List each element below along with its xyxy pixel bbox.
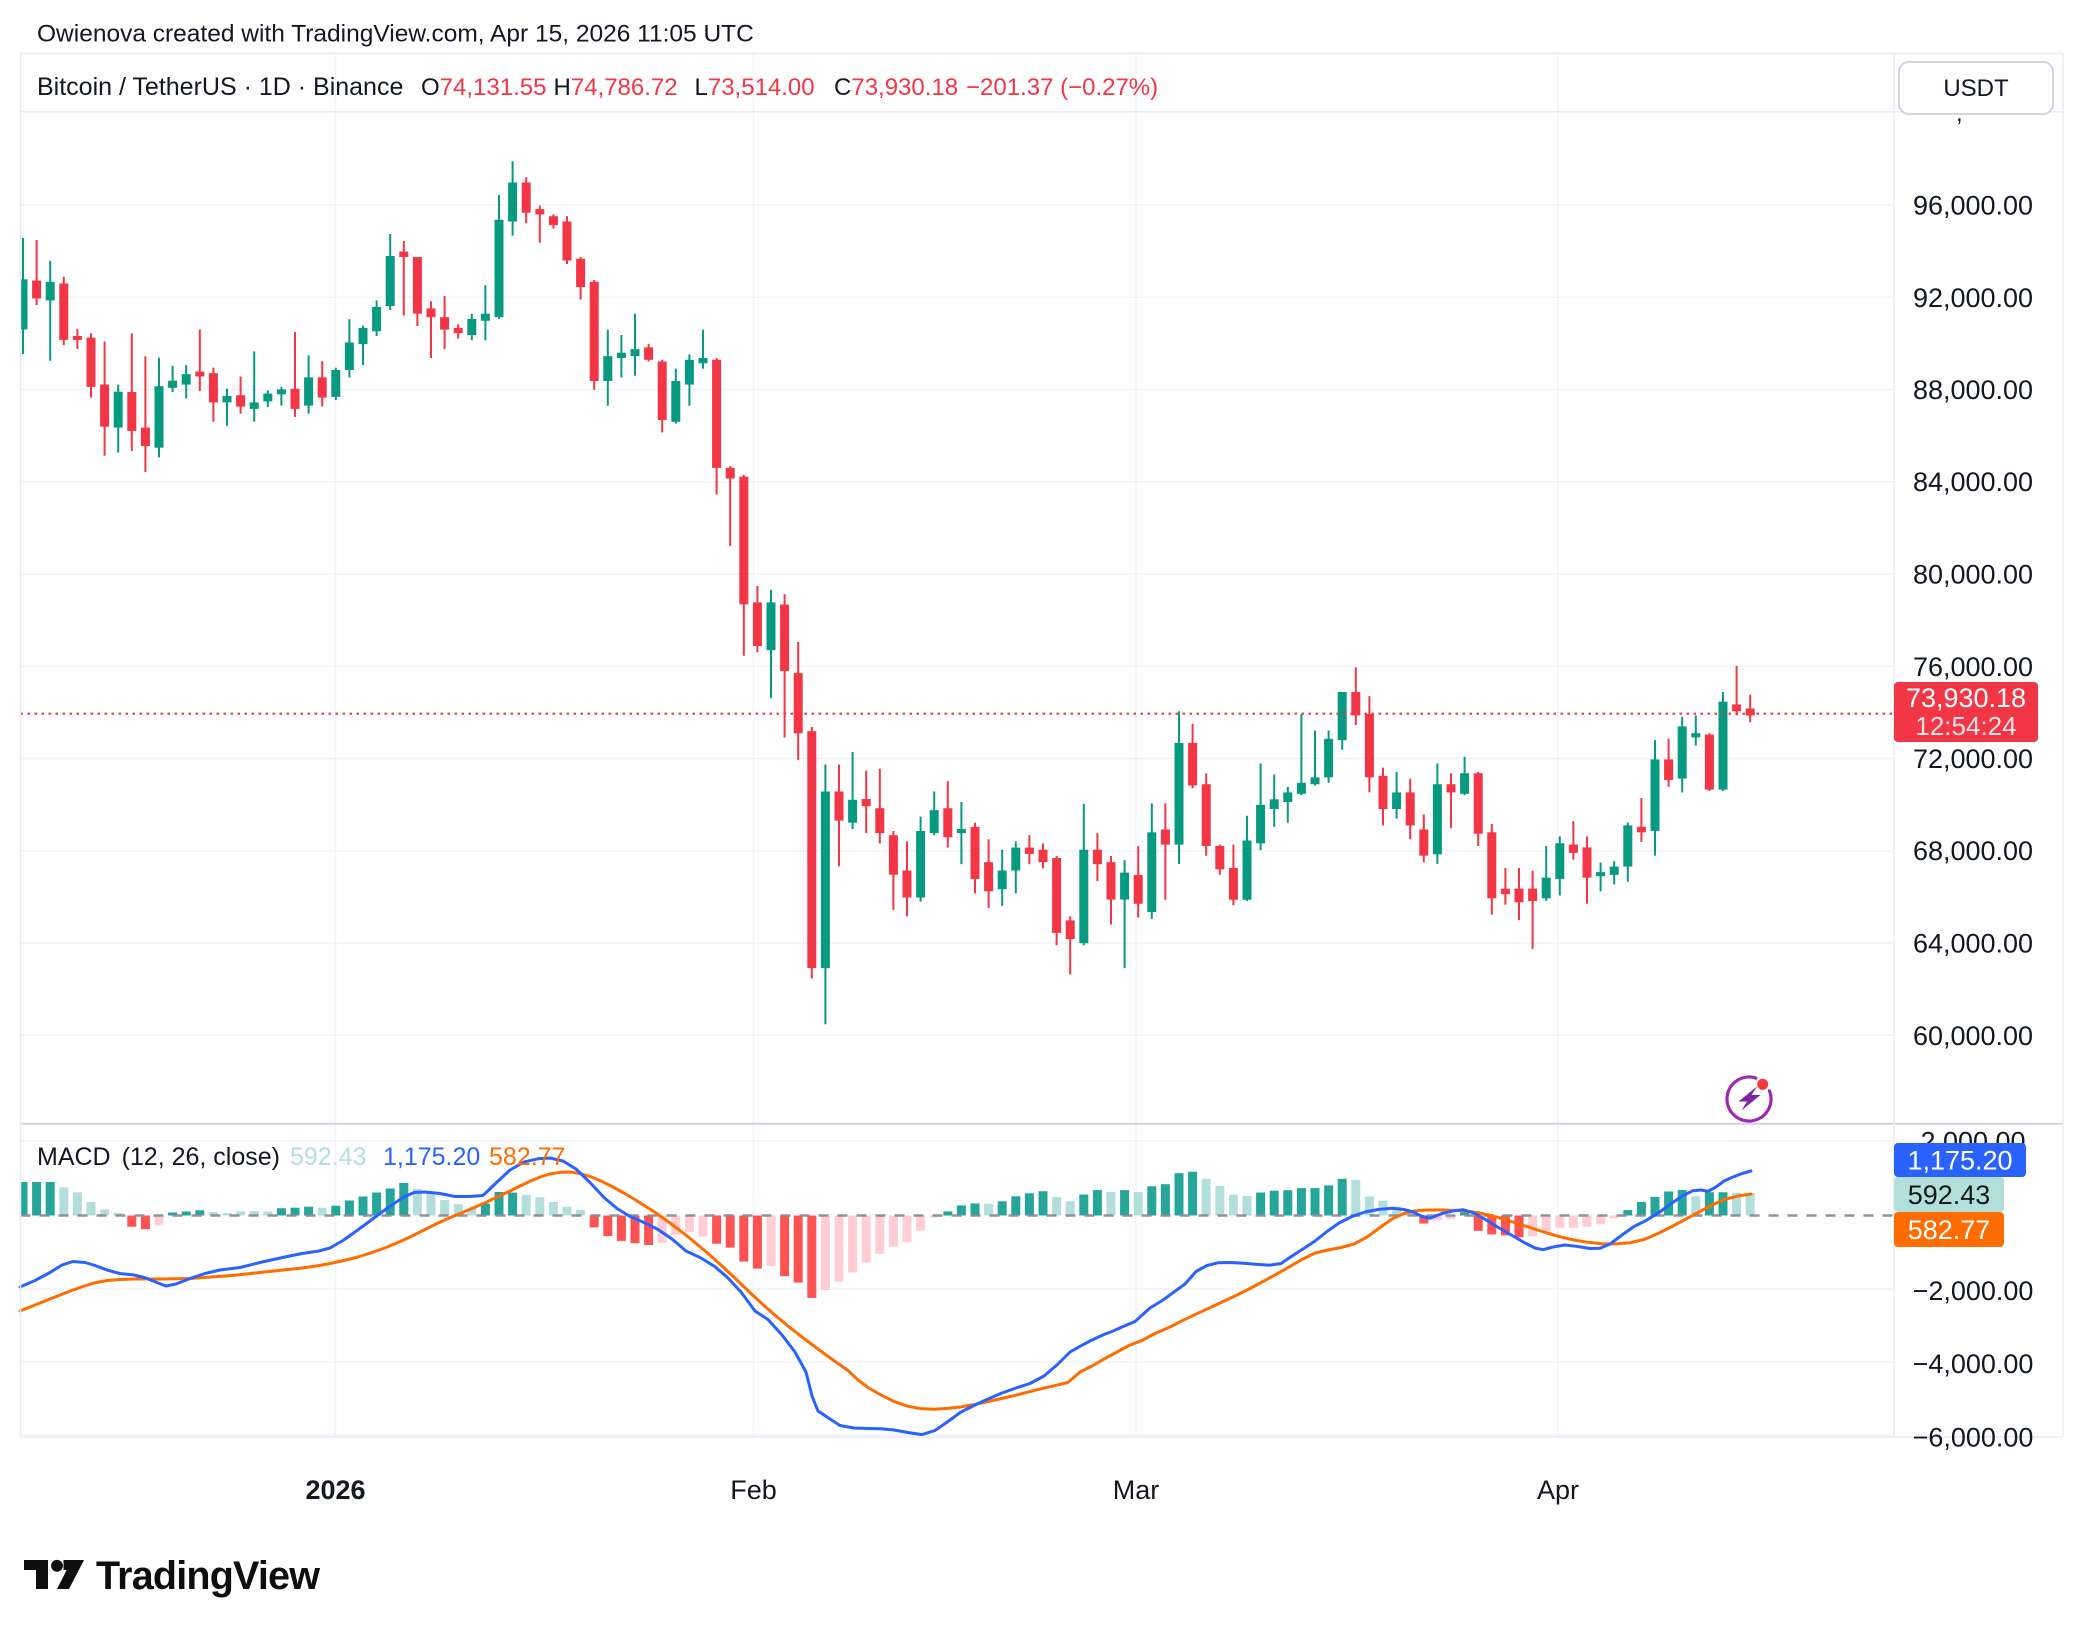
svg-text:88,000.00: 88,000.00 [1913, 375, 2033, 405]
svg-text:Mar: Mar [1113, 1475, 1160, 1505]
svg-text:1,175.20: 1,175.20 [383, 1143, 480, 1171]
svg-text:60,000.00: 60,000.00 [1913, 1021, 2033, 1051]
svg-text:582.77: 582.77 [489, 1143, 565, 1171]
svg-text:92,000.00: 92,000.00 [1913, 283, 2033, 313]
svg-text:68,000.00: 68,000.00 [1913, 836, 2033, 866]
svg-text:−201.37 (−0.27%): −201.37 (−0.27%) [966, 74, 1158, 101]
svg-text:582.77: 582.77 [1908, 1215, 1991, 1245]
svg-text:Owienova created with TradingV: Owienova created with TradingView.com, A… [37, 21, 754, 48]
svg-text:L73,514.00: L73,514.00 [695, 74, 815, 101]
svg-text:Apr: Apr [1537, 1475, 1579, 1505]
svg-text:12:54:24: 12:54:24 [1915, 711, 2016, 741]
svg-text:H74,786.72: H74,786.72 [554, 74, 678, 101]
svg-text:TradingView: TradingView [96, 1554, 320, 1598]
svg-text:96,000.00: 96,000.00 [1913, 191, 2033, 221]
svg-text:USDT: USDT [1943, 75, 2009, 102]
svg-text:−6,000.00: −6,000.00 [1913, 1423, 2034, 1453]
svg-text:592.43: 592.43 [1908, 1180, 1991, 1210]
svg-text:72,000.00: 72,000.00 [1913, 744, 2033, 774]
svg-text:MACD (12, 26, close): MACD (12, 26, close) [37, 1143, 280, 1171]
svg-text:592.43: 592.43 [290, 1143, 366, 1171]
svg-text:−2,000.00: −2,000.00 [1913, 1276, 2034, 1306]
svg-text:−4,000.00: −4,000.00 [1913, 1349, 2034, 1379]
svg-text:84,000.00: 84,000.00 [1913, 467, 2033, 497]
svg-text:O74,131.55: O74,131.55 [421, 74, 546, 101]
svg-text:80,000.00: 80,000.00 [1913, 560, 2033, 590]
svg-text:73,930.18: 73,930.18 [1906, 683, 2026, 713]
svg-text:Bitcoin / TetherUS · 1D · Bina: Bitcoin / TetherUS · 1D · Binance [37, 73, 403, 101]
svg-text:2026: 2026 [305, 1475, 365, 1505]
svg-text:C73,930.18: C73,930.18 [834, 74, 958, 101]
svg-text:1,175.20: 1,175.20 [1907, 1146, 2012, 1176]
svg-text:76,000.00: 76,000.00 [1913, 652, 2033, 682]
svg-text:64,000.00: 64,000.00 [1913, 929, 2033, 959]
svg-text:Feb: Feb [730, 1475, 777, 1505]
